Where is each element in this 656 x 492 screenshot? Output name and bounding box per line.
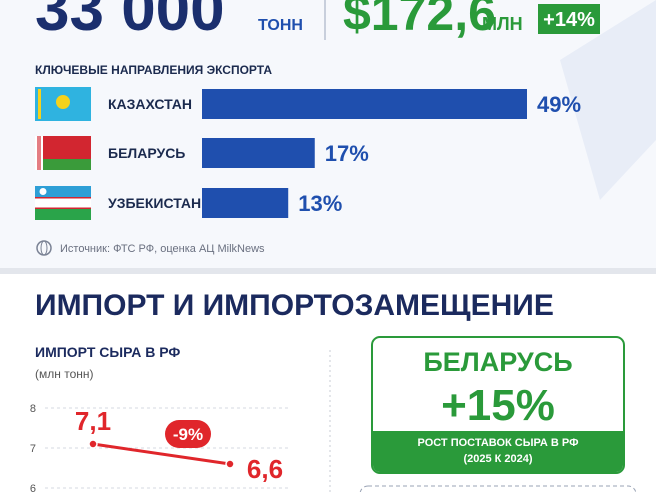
- point: [88, 439, 98, 449]
- annotation: -9%: [173, 425, 203, 444]
- highlight-value: +15%: [441, 381, 555, 430]
- category-label: БЕЛАРУСЬ: [108, 145, 185, 161]
- source: Источник: ФТС РФ, оценка АЦ MilkNews: [60, 243, 265, 255]
- line-subtitle: (млн тонн): [35, 367, 94, 381]
- highlight-caption: РОСТ ПОСТАВОК СЫРА В РФ: [418, 437, 579, 449]
- highlight-country: БЕЛАРУСЬ: [423, 347, 572, 377]
- growth: +14%: [543, 9, 595, 31]
- top-background: [0, 0, 656, 268]
- growth-badge: [538, 4, 600, 34]
- category-label: УЗБЕКИСТАН: [108, 195, 201, 211]
- value-label: 7,1: [75, 406, 111, 436]
- category-label: КАЗАХСТАН: [108, 96, 192, 112]
- value-unit: МЛН: [482, 14, 523, 34]
- y-tick-label: 6: [30, 483, 36, 492]
- separator: [0, 268, 656, 274]
- value-label: 6,6: [247, 454, 283, 484]
- flag-by: [35, 136, 91, 170]
- volume-unit: ТОНН: [258, 17, 303, 34]
- line-title: ИМПОРТ СЫРА В РФ: [35, 344, 180, 360]
- dashed-box: [359, 485, 637, 492]
- flag-kz: [35, 87, 91, 121]
- bar: [202, 138, 315, 168]
- decor: [560, 0, 656, 200]
- y-tick-label: 8: [30, 403, 36, 415]
- bar-title: КЛЮЧЕВЫЕ НАПРАВЛЕНИЯ ЭКСПОРТА: [35, 63, 272, 77]
- y-tick-label: 7: [30, 443, 36, 455]
- bar: [202, 89, 527, 119]
- value-label: 17%: [325, 141, 369, 166]
- value-label: 49%: [537, 92, 581, 117]
- volume: 33 000: [35, 0, 225, 44]
- highlight-period: (2025 К 2024): [463, 453, 532, 465]
- point: [225, 459, 235, 469]
- globe-icon: [40, 240, 48, 256]
- value: $172,6: [343, 0, 496, 41]
- value-label: 13%: [298, 191, 342, 216]
- flag-uz: [35, 186, 91, 220]
- bar: [202, 188, 289, 218]
- line: [92, 442, 231, 466]
- section-title: ИМПОРТ И ИМПОРТОЗАМЕЩЕНИЕ: [35, 289, 554, 322]
- highlight-band: [373, 431, 623, 472]
- annotation-badge: [165, 420, 211, 448]
